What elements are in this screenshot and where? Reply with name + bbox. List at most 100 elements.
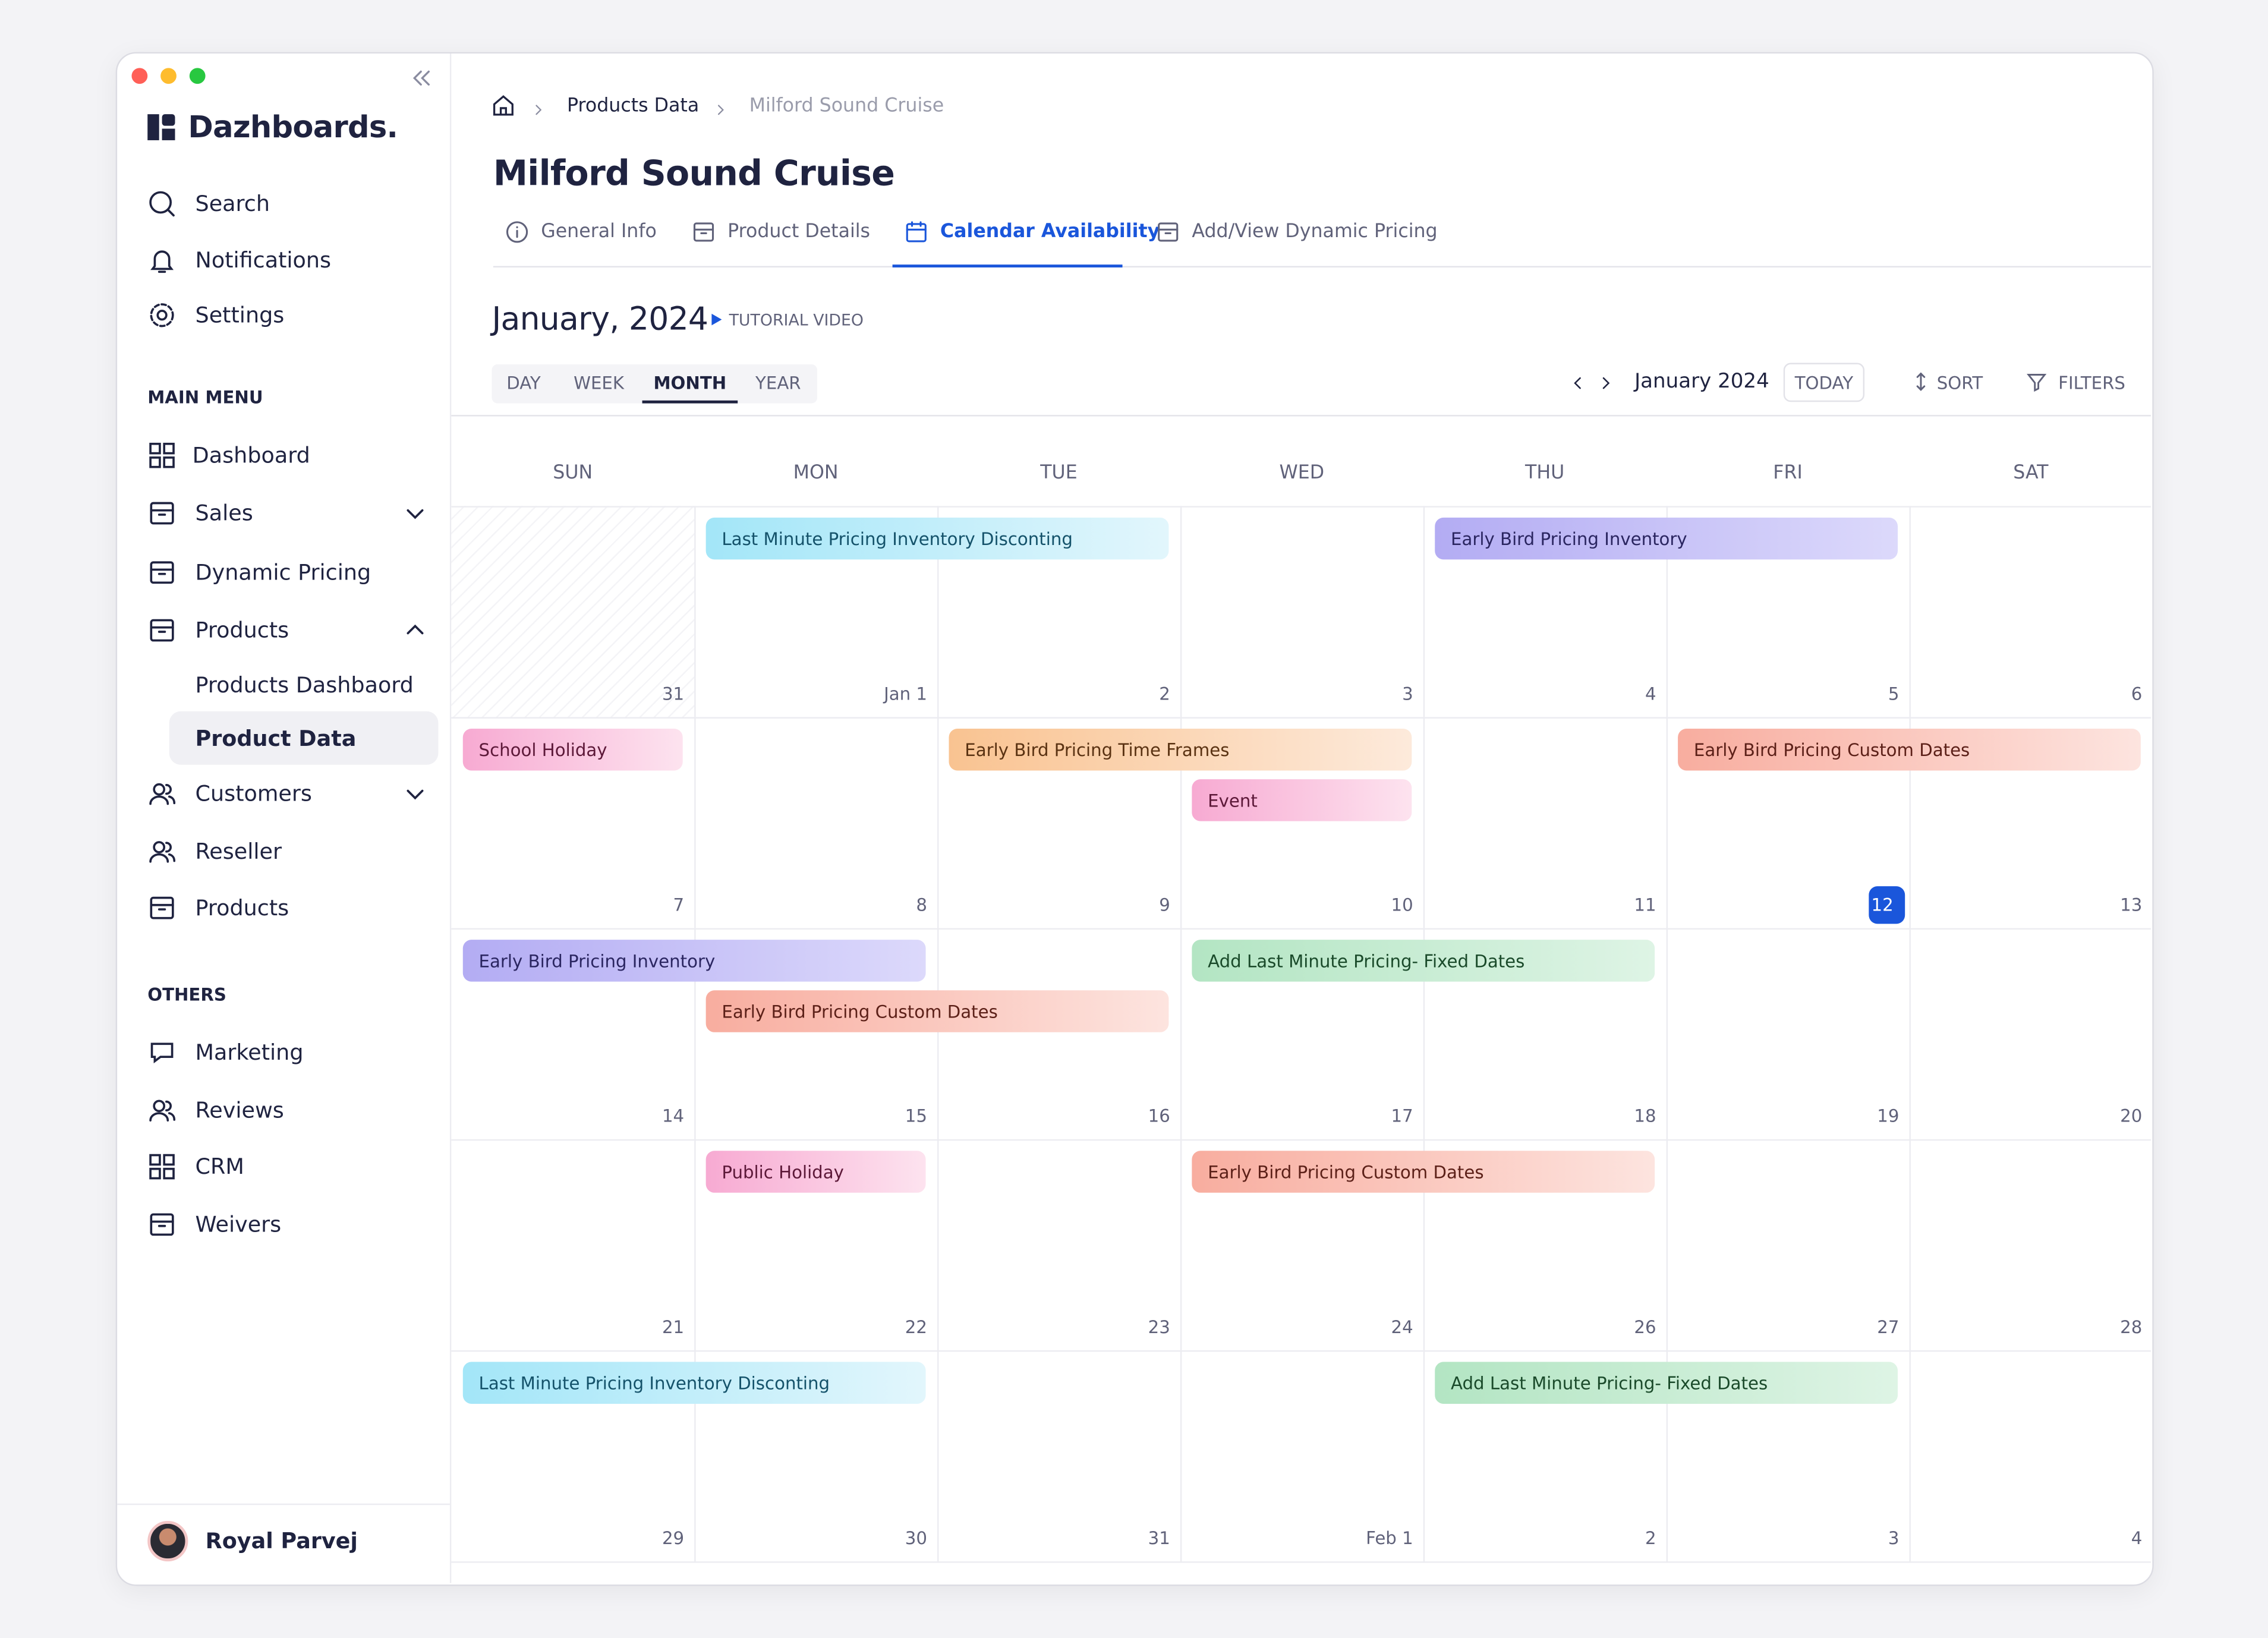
event[interactable] [705, 990, 1169, 1032]
nav-item[interactable]: Reseller [195, 837, 282, 864]
date-number: 12 [1871, 894, 1894, 915]
brand-logo [147, 114, 159, 140]
window-control[interactable] [131, 68, 148, 84]
date-number: 7 [673, 894, 685, 915]
tab[interactable]: Calendar Availability [940, 220, 1160, 243]
nav-item[interactable]: Marketing [195, 1038, 304, 1065]
event-label: Last Minute Pricing Inventory Disconting [722, 528, 1073, 549]
nav-item[interactable]: CRM [195, 1152, 244, 1179]
date-number: 31 [662, 683, 685, 704]
icon [147, 779, 177, 808]
grid-line [451, 1139, 2151, 1141]
event[interactable] [1435, 1362, 1898, 1404]
event[interactable] [462, 728, 683, 771]
nav-item[interactable]: Customers [195, 780, 312, 807]
weekday: TUE [1040, 462, 1078, 484]
event[interactable] [949, 728, 1412, 771]
weekday: MON [793, 462, 839, 484]
grid-line [694, 506, 696, 1562]
event[interactable] [462, 940, 926, 982]
icon [691, 219, 715, 244]
window-control[interactable] [160, 68, 177, 84]
icon [147, 441, 177, 470]
view-tab[interactable]: YEAR [755, 372, 801, 393]
brand-logo [162, 128, 175, 140]
nav-item[interactable]: Products Dashbaord [195, 671, 414, 698]
date-number: 19 [1877, 1105, 1900, 1126]
view-tab[interactable]: MONTH [653, 372, 727, 393]
event-label: Early Bird Pricing Time Frames [965, 739, 1230, 760]
date-number: 4 [2131, 1527, 2143, 1548]
avatar[interactable] [147, 1520, 188, 1562]
date-number: 21 [662, 1316, 685, 1337]
icon [530, 97, 547, 115]
tutorial-link[interactable]: TUTORIAL VIDEO [729, 311, 864, 330]
icon[interactable] [1595, 371, 1615, 392]
tab[interactable]: Add/View Dynamic Pricing [1192, 220, 1438, 243]
grid-line [451, 506, 2151, 508]
play-icon[interactable] [711, 313, 722, 326]
nav-item[interactable]: Settings [195, 301, 285, 327]
date-number: 27 [1877, 1316, 1900, 1337]
view-tab[interactable]: WEEK [574, 372, 625, 393]
icon[interactable] [1568, 371, 1588, 392]
date-number: 22 [905, 1316, 928, 1337]
breadcrumb-link[interactable]: Products Data [567, 95, 700, 117]
nav-item[interactable]: Sales [195, 499, 253, 526]
grid-line [451, 717, 2151, 719]
event[interactable] [705, 517, 1169, 560]
icon [147, 499, 177, 528]
nav-item[interactable]: Dynamic Pricing [195, 559, 371, 585]
filters-button[interactable]: FILTERS [2058, 372, 2125, 393]
nav-item[interactable]: Weivers [195, 1211, 282, 1237]
icon[interactable] [490, 93, 516, 119]
date-number: 18 [1634, 1105, 1656, 1126]
icon [2025, 370, 2048, 393]
nav-item[interactable]: Reviews [195, 1097, 284, 1123]
weekday: SUN [553, 462, 593, 484]
event[interactable] [462, 1362, 926, 1404]
tab[interactable]: General Info [541, 220, 657, 243]
event-label: Early Bird Pricing Inventory [1451, 528, 1687, 549]
icon [147, 190, 177, 219]
brand-name: Dazhboards. [188, 110, 398, 145]
icon[interactable] [408, 65, 434, 91]
hatched-cell [451, 506, 695, 717]
calendar-heading: January, 2024 [492, 301, 708, 338]
date-number: 2 [1159, 683, 1170, 704]
event[interactable] [1678, 728, 2141, 771]
user-separator [117, 1503, 450, 1505]
event[interactable] [1192, 779, 1412, 821]
nav-item[interactable]: Search [195, 190, 270, 216]
event[interactable] [705, 1151, 926, 1193]
nav-item[interactable]: Notifications [195, 246, 332, 273]
page-title: Milford Sound Cruise [493, 153, 895, 194]
icon [1155, 219, 1179, 244]
icon [401, 616, 430, 645]
date-number: 4 [1645, 683, 1656, 704]
date-number: 13 [2120, 894, 2143, 915]
weekday: THU [1525, 462, 1565, 484]
icon [401, 499, 430, 528]
date-number: 9 [1159, 894, 1170, 915]
breadcrumb-current: Milford Sound Cruise [749, 95, 944, 117]
nav-item[interactable]: Products [195, 616, 289, 643]
event[interactable] [1435, 517, 1898, 560]
nav-item[interactable]: Product Data [195, 724, 357, 751]
sort-button[interactable]: SORT [1936, 372, 1983, 393]
icon [504, 219, 528, 244]
date-number: 30 [905, 1527, 928, 1548]
view-tab[interactable]: DAY [506, 372, 541, 393]
today-label: TODAY [1794, 372, 1854, 393]
event[interactable] [1192, 940, 1655, 982]
grid-line [1180, 506, 1182, 1562]
icon [1909, 370, 1932, 393]
window-control[interactable] [189, 68, 206, 84]
event[interactable] [1192, 1151, 1655, 1193]
today-button[interactable] [1783, 363, 1865, 402]
tab[interactable]: Product Details [727, 220, 871, 243]
event-label: Add Last Minute Pricing- Fixed Dates [1451, 1372, 1768, 1393]
nav-item[interactable]: Dashboard [192, 442, 310, 468]
nav-item[interactable]: Products [195, 894, 289, 921]
